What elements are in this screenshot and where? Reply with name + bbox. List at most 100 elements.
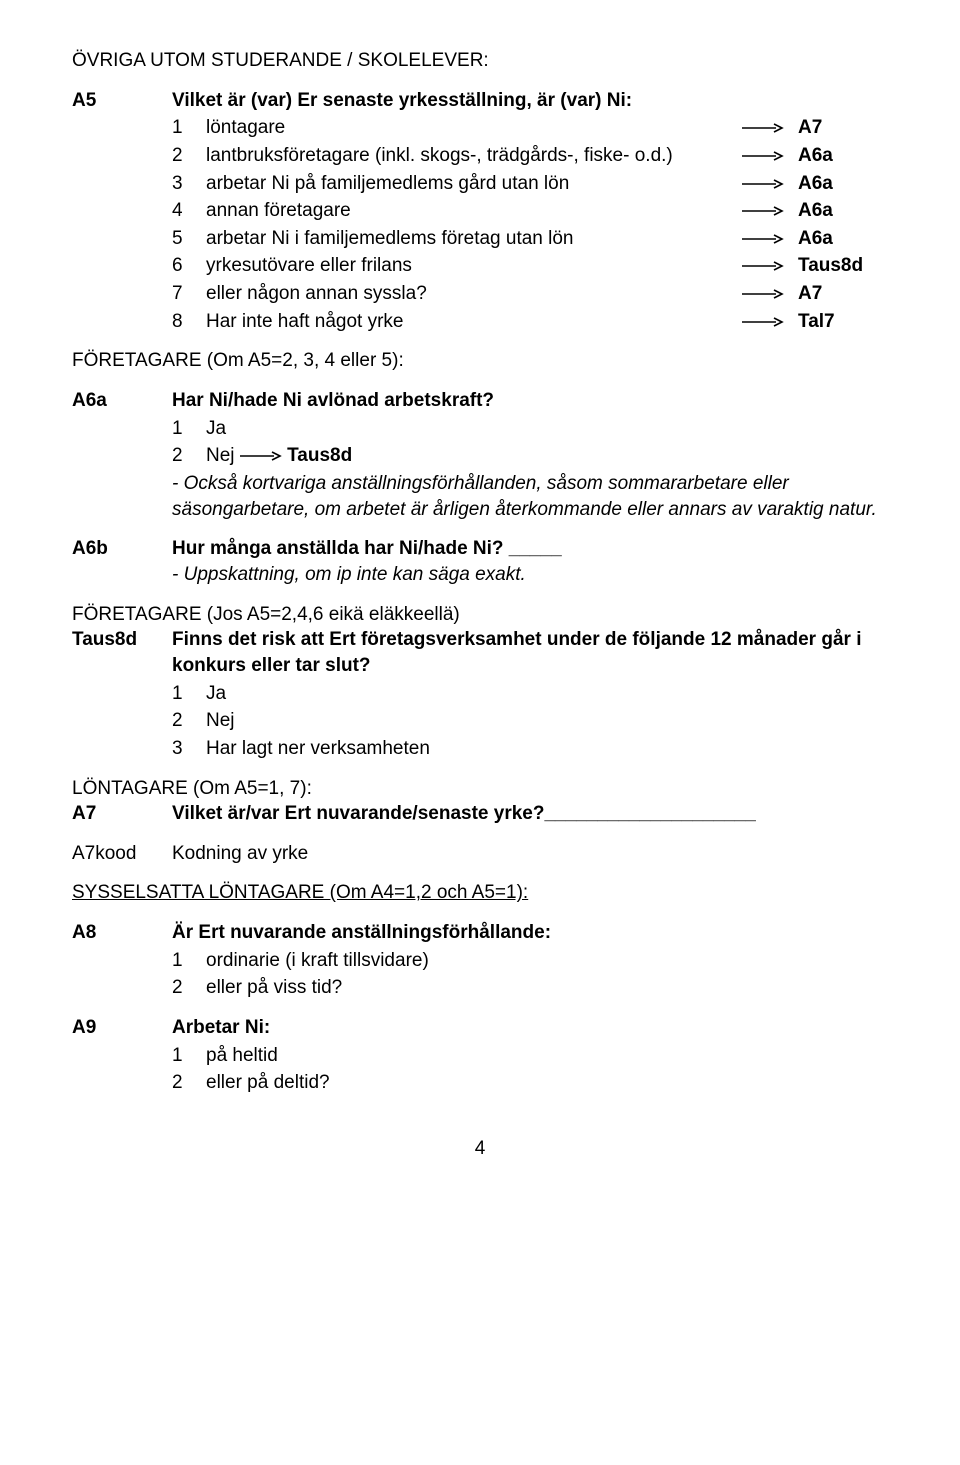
a7-block: LÖNTAGARE (Om A5=1, 7): A7 Vilket är/var… xyxy=(72,776,888,827)
option-text: Nej xyxy=(206,708,888,734)
a6a-opt2-target: Taus8d xyxy=(287,445,352,466)
option-text: eller på deltid? xyxy=(206,1070,888,1096)
option-number: 5 xyxy=(172,226,206,252)
option-target: A6a xyxy=(790,198,888,224)
a8-option: 1ordinarie (i kraft tillsvidare) xyxy=(172,948,888,974)
arrow-icon xyxy=(742,143,784,169)
option-target: A6a xyxy=(790,226,888,252)
a7kood-text: Kodning av yrke xyxy=(172,841,888,867)
option-number: 2 xyxy=(172,443,206,469)
option-arrow-target: A6a xyxy=(742,226,888,252)
option-number: 2 xyxy=(172,708,206,734)
option-text: Ja xyxy=(206,681,888,707)
option-arrow-target: A6a xyxy=(742,171,888,197)
a6a-question: Har Ni/hade Ni avlönad arbetskraft? xyxy=(172,388,888,414)
a7-code: A7 xyxy=(72,801,172,827)
arrow-icon xyxy=(742,253,784,279)
taus8d-block: FÖRETAGARE (Jos A5=2,4,6 eikä eläkkeellä… xyxy=(72,602,888,762)
a5-option: 4annan företagare A6a xyxy=(172,198,888,224)
arrow-icon xyxy=(742,226,784,252)
taus8d-question: Finns det risk att Ert företagsverksamhe… xyxy=(172,627,888,678)
foretagare1-label: FÖRETAGARE (Om A5=2, 3, 4 eller 5): xyxy=(72,348,888,374)
option-number: 1 xyxy=(172,115,206,141)
option-number: 3 xyxy=(172,171,206,197)
a7kood-code: A7kood xyxy=(72,841,172,867)
a9-option: 1på heltid xyxy=(172,1043,888,1069)
a9-block: A9 Arbetar Ni: 1på heltid2eller på delti… xyxy=(72,1015,888,1096)
a5-option: 2lantbruksföretagare (inkl. skogs-, träd… xyxy=(172,143,888,169)
page: ÖVRIGA UTOM STUDERANDE / SKOLELEVER: A5 … xyxy=(0,0,960,1465)
option-number: 3 xyxy=(172,736,206,762)
taus8d-option: 3Har lagt ner verksamheten xyxy=(172,736,888,762)
option-number: 2 xyxy=(172,1070,206,1096)
option-text: arbetar Ni i familjemedlems företag utan… xyxy=(206,226,742,252)
option-text: löntagare xyxy=(206,115,742,141)
arrow-icon xyxy=(240,443,282,469)
a6b-note: - Uppskattning, om ip inte kan säga exak… xyxy=(172,562,888,588)
option-text: Har inte haft något yrke xyxy=(206,309,742,335)
option-text: lantbruksföretagare (inkl. skogs-, trädg… xyxy=(206,143,742,169)
a6a-opt2-text: Nej xyxy=(206,445,235,466)
option-text: yrkesutövare eller frilans xyxy=(206,253,742,279)
foretagare2-label: FÖRETAGARE (Jos A5=2,4,6 eikä eläkkeellä… xyxy=(72,602,888,628)
option-arrow-target: A6a xyxy=(742,198,888,224)
a8-option: 2eller på viss tid? xyxy=(172,975,888,1001)
arrow-icon xyxy=(742,198,784,224)
a5-option: 8Har inte haft något yrkeTal7 xyxy=(172,309,888,335)
a6a-note: - Också kortvariga anställningsförhållan… xyxy=(172,471,888,522)
option-target: A7 xyxy=(790,115,888,141)
option-number: 1 xyxy=(172,1043,206,1069)
header-title: ÖVRIGA UTOM STUDERANDE / SKOLELEVER: xyxy=(72,50,489,71)
taus8d-code: Taus8d xyxy=(72,627,172,653)
page-number: 4 xyxy=(72,1136,888,1162)
option-arrow-target: A6a xyxy=(742,143,888,169)
a9-question: Arbetar Ni: xyxy=(172,1015,888,1041)
option-arrow-target: Tal7 xyxy=(742,309,888,335)
option-number: 2 xyxy=(172,975,206,1001)
a9-option: 2eller på deltid? xyxy=(172,1070,888,1096)
a8-code: A8 xyxy=(72,920,172,946)
a5-block: A5 Vilket är (var) Er senaste yrkesställ… xyxy=(72,88,888,335)
a6a-opt2: 2 Nej Taus8d xyxy=(172,443,888,469)
a7-question: Vilket är/var Ert nuvarande/senaste yrke… xyxy=(172,801,888,827)
option-number: 1 xyxy=(172,681,206,707)
a6b-code: A6b xyxy=(72,536,172,562)
option-arrow-target: A7 xyxy=(742,281,888,307)
option-number: 1 xyxy=(172,948,206,974)
option-text: annan företagare xyxy=(206,198,742,224)
option-text: på heltid xyxy=(206,1043,888,1069)
a8-question: Är Ert nuvarande anställningsförhållande… xyxy=(172,920,888,946)
lontagare-label: LÖNTAGARE (Om A5=1, 7): xyxy=(72,776,888,802)
a5-option: 6yrkesutövare eller frilans Taus8d xyxy=(172,253,888,279)
sysselsatta-label: SYSSELSATTA LÖNTAGARE (Om A4=1,2 och A5=… xyxy=(72,880,888,906)
a6a-block: A6a Har Ni/hade Ni avlönad arbetskraft? … xyxy=(72,388,888,522)
option-text: Nej Taus8d xyxy=(206,443,888,469)
a5-option: 7eller någon annan syssla?A7 xyxy=(172,281,888,307)
a5-code: A5 xyxy=(72,88,172,114)
a7kood-block: A7kood Kodning av yrke xyxy=(72,841,888,867)
a6a-code: A6a xyxy=(72,388,172,414)
option-number: 4 xyxy=(172,198,206,224)
a8-block: A8 Är Ert nuvarande anställningsförhålla… xyxy=(72,920,888,1001)
arrow-icon xyxy=(742,171,784,197)
sysselsatta-text: SYSSELSATTA LÖNTAGARE (Om A4=1,2 och A5=… xyxy=(72,882,528,903)
option-text: eller någon annan syssla? xyxy=(206,281,742,307)
option-number: 7 xyxy=(172,281,206,307)
arrow-icon xyxy=(742,115,784,141)
taus8d-option: 1Ja xyxy=(172,681,888,707)
a5-option: 5arbetar Ni i familjemedlems företag uta… xyxy=(172,226,888,252)
option-arrow-target: A7 xyxy=(742,115,888,141)
option-target: Tal7 xyxy=(790,309,888,335)
a5-question: Vilket är (var) Er senaste yrkesställnin… xyxy=(172,88,888,114)
a5-option: 1löntagare A7 xyxy=(172,115,888,141)
a5-option: 3arbetar Ni på familjemedlems gård utan … xyxy=(172,171,888,197)
option-target: A6a xyxy=(790,143,888,169)
option-text: Har lagt ner verksamheten xyxy=(206,736,888,762)
header-line: ÖVRIGA UTOM STUDERANDE / SKOLELEVER: xyxy=(72,48,888,74)
a9-code: A9 xyxy=(72,1015,172,1041)
option-text: eller på viss tid? xyxy=(206,975,888,1001)
option-arrow-target: Taus8d xyxy=(742,253,888,279)
option-target: Taus8d xyxy=(790,253,888,279)
taus8d-option: 2Nej xyxy=(172,708,888,734)
option-number: 6 xyxy=(172,253,206,279)
